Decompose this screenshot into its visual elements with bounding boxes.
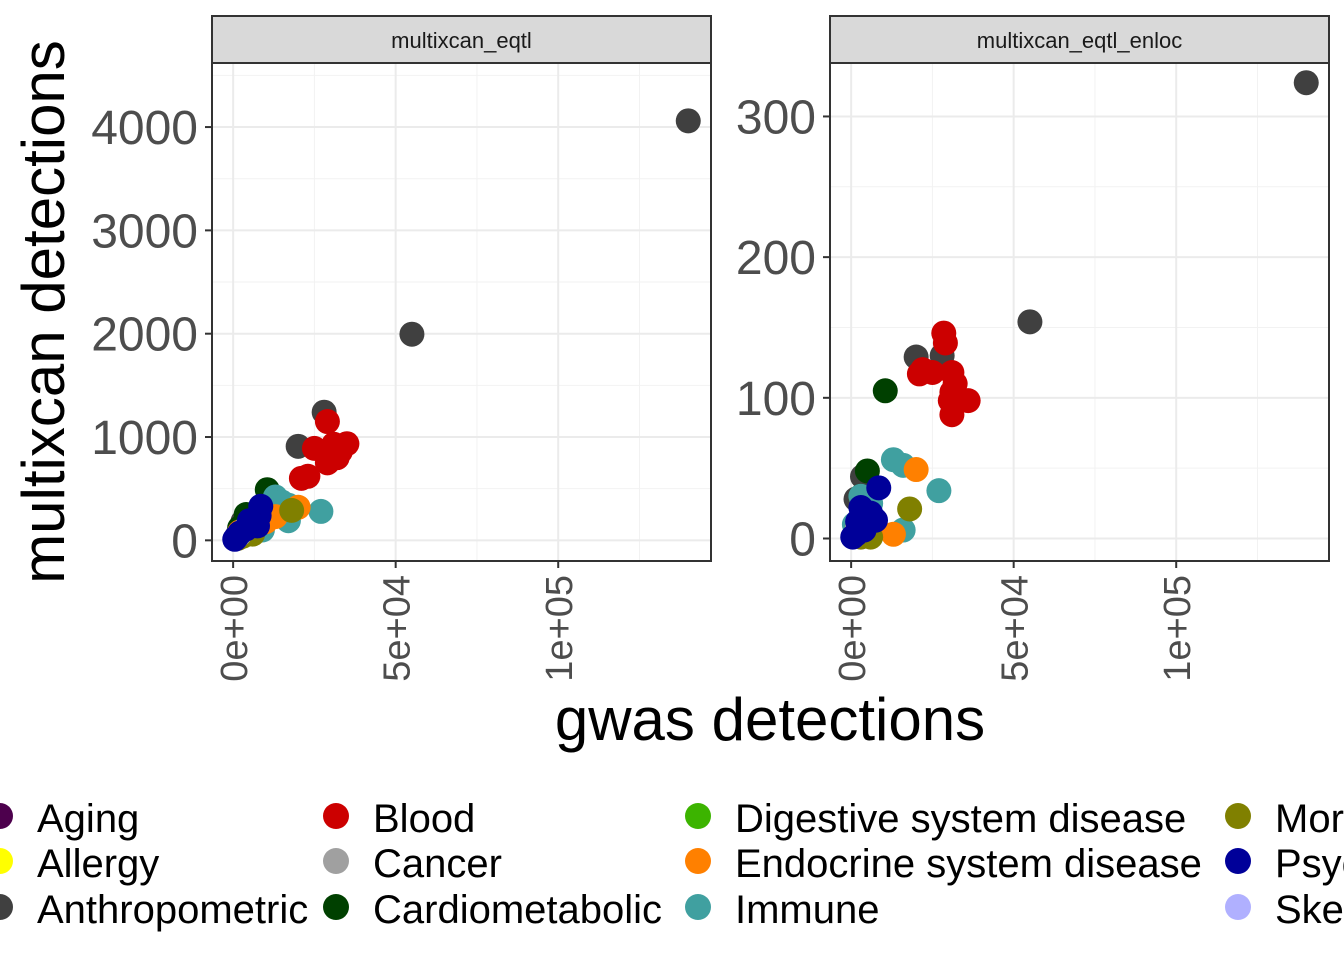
legend-label: Cardiometabolic	[373, 888, 662, 932]
point-morphology	[279, 498, 304, 523]
point-immune	[308, 499, 333, 524]
point-anthropometric	[1294, 70, 1319, 95]
legend-label: Morphology	[1275, 797, 1344, 841]
x-tick-label: 0e+00	[832, 575, 874, 682]
point-psychiatric	[222, 527, 247, 552]
point-immune	[926, 478, 951, 503]
x-tick-label: 5e+04	[995, 575, 1037, 682]
point-blood	[933, 330, 958, 355]
x-tick-label: 1e+05	[1157, 575, 1199, 682]
plot-background	[212, 63, 711, 561]
legend-key-cancer	[323, 848, 349, 874]
y-tick-label: 4000	[91, 102, 198, 155]
point-cardiometabolic	[873, 378, 898, 403]
x-axis-title: gwas detections	[555, 686, 985, 753]
legend-key-cardiometabolic	[323, 894, 349, 920]
legend-key-psychiatric	[1225, 848, 1251, 874]
plot-background	[830, 63, 1329, 561]
point-blood	[315, 409, 340, 434]
point-anthropometric	[1017, 309, 1042, 334]
legend-key-digestive-system-disease	[685, 803, 711, 829]
legend-label: Aging	[37, 797, 139, 841]
legend-label: Digestive system disease	[735, 797, 1186, 841]
y-tick-label: 2000	[91, 309, 198, 362]
y-tick-label: 200	[736, 232, 816, 285]
point-anthropometric	[399, 322, 424, 347]
panel-1: multixcan_eqtl 0 1000 2000 3000 4000 0e+00 5e+0…	[91, 16, 711, 682]
point-blood	[289, 466, 314, 491]
point-anthropometric	[676, 108, 701, 133]
facet-title: multixcan_eqtl_enloc	[977, 28, 1182, 53]
point-morphology	[897, 496, 922, 521]
legend-label: Blood	[373, 797, 475, 841]
legend-key-aging	[0, 803, 13, 829]
legend-key-morphology	[1225, 803, 1251, 829]
legend-label: Endocrine system disease	[735, 842, 1202, 886]
point-blood	[939, 402, 964, 427]
x-tick-label: 5e+04	[377, 575, 419, 682]
y-tick-label: 1000	[91, 412, 198, 465]
y-tick-label: 0	[789, 513, 816, 566]
panel-2: multixcan_eqtl_enloc 0 100 200 300 0e+00 5e+04…	[736, 16, 1329, 682]
legend-label: Psychiatric	[1275, 842, 1344, 886]
x-tick-label: 1e+05	[539, 575, 581, 682]
legend-label: Skeletal	[1275, 888, 1344, 932]
y-tick-label: 0	[171, 515, 198, 568]
legend-label: Cancer	[373, 842, 502, 886]
y-axis-title: multixcan detections	[10, 40, 77, 584]
x-tick-label: 0e+00	[214, 575, 256, 682]
y-tick-label: 3000	[91, 205, 198, 258]
legend-key-blood	[323, 803, 349, 829]
y-tick-label: 100	[736, 373, 816, 426]
legend-key-endocrine-system-disease	[685, 848, 711, 874]
facet-title: multixcan_eqtl	[391, 28, 532, 53]
legend-key-anthropometric	[0, 894, 13, 920]
y-tick-label: 300	[736, 91, 816, 144]
point-endocrine-system-disease	[904, 457, 929, 482]
point-psychiatric	[840, 525, 865, 550]
legend-label: Allergy	[37, 842, 159, 886]
point-psychiatric	[866, 475, 891, 500]
legend-key-skeletal	[1225, 894, 1251, 920]
legend-key-immune	[685, 894, 711, 920]
legend-label: Anthropometric	[37, 888, 308, 932]
legend-label: Immune	[735, 888, 880, 932]
legend-key-allergy	[0, 848, 13, 874]
